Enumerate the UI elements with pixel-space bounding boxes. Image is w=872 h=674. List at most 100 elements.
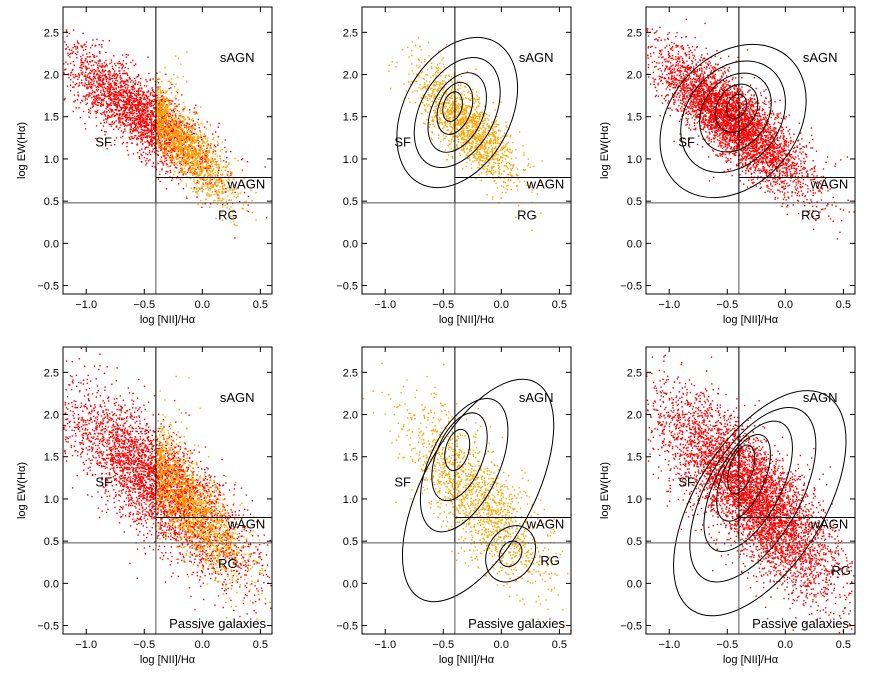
scatter-point xyxy=(431,100,434,102)
scatter-point xyxy=(186,197,188,199)
scatter-point xyxy=(104,87,107,90)
scatter-point xyxy=(173,145,176,148)
scatter-point xyxy=(118,110,120,112)
scatter-point xyxy=(492,143,494,145)
scatter-point xyxy=(423,81,426,84)
scatter-point xyxy=(411,54,413,56)
scatter-point xyxy=(143,134,145,136)
scatter-point xyxy=(77,95,80,97)
scatter-point xyxy=(122,91,124,93)
scatter-point xyxy=(438,96,441,98)
scatter-point xyxy=(118,94,120,96)
scatter-point xyxy=(121,100,124,103)
scatter-point xyxy=(467,142,470,144)
scatter-point xyxy=(80,55,82,58)
scatter-point xyxy=(143,98,145,101)
scatter-point xyxy=(167,171,169,173)
scatter-point xyxy=(515,173,518,175)
scatter-point xyxy=(135,122,138,125)
scatter-point xyxy=(476,158,478,160)
scatter-point xyxy=(95,125,98,127)
scatter-point xyxy=(166,149,169,152)
scatter-point xyxy=(163,152,165,154)
scatter-point xyxy=(490,138,492,140)
scatter-point xyxy=(94,45,96,47)
scatter-point xyxy=(186,127,188,129)
scatter-point xyxy=(114,139,116,141)
scatter-point xyxy=(73,64,75,67)
scatter-point xyxy=(204,135,207,137)
scatter-point xyxy=(478,129,481,132)
scatter-point xyxy=(447,129,449,131)
scatter-point xyxy=(198,141,201,143)
scatter-point xyxy=(203,148,206,150)
scatter-point xyxy=(445,92,447,94)
scatter-point xyxy=(99,80,102,82)
scatter-point xyxy=(160,100,163,102)
scatter-point xyxy=(187,150,189,152)
scatter-point xyxy=(217,167,219,169)
scatter-point xyxy=(490,145,492,147)
scatter-point xyxy=(207,183,209,185)
scatter-point xyxy=(412,73,415,75)
scatter-point xyxy=(187,133,189,135)
scatter-point xyxy=(139,119,142,121)
scatter-point xyxy=(506,148,508,150)
scatter-point xyxy=(190,156,193,159)
scatter-point xyxy=(502,135,504,137)
scatter-point xyxy=(171,110,173,112)
scatter-point xyxy=(90,65,93,67)
scatter-point xyxy=(122,112,124,115)
scatter-point xyxy=(172,156,174,159)
scatter-point xyxy=(167,113,170,116)
scatter-point xyxy=(175,120,177,122)
scatter-point xyxy=(120,64,122,66)
scatter-point xyxy=(183,131,185,133)
scatter-point xyxy=(217,182,219,184)
scatter-point xyxy=(502,170,505,173)
scatter-point xyxy=(214,175,217,177)
scatter-point xyxy=(145,109,147,112)
scatter-point xyxy=(123,81,125,83)
scatter-point xyxy=(118,113,121,115)
scatter-point xyxy=(473,122,476,124)
scatter-point xyxy=(66,35,68,37)
scatter-point xyxy=(212,185,215,187)
scatter-point xyxy=(195,153,197,155)
scatter-point xyxy=(235,188,238,190)
scatter-point xyxy=(73,94,76,96)
scatter-point xyxy=(181,168,183,170)
scatter-point xyxy=(81,82,83,84)
scatter-point xyxy=(172,134,174,136)
scatter-point xyxy=(96,111,98,113)
scatter-point xyxy=(180,171,182,173)
scatter-point xyxy=(95,86,97,88)
scatter-point xyxy=(104,74,106,77)
scatter-point xyxy=(491,121,493,123)
scatter-point xyxy=(89,94,91,97)
scatter-point xyxy=(421,72,423,74)
scatter-point xyxy=(188,162,190,164)
scatter-point xyxy=(114,115,117,117)
scatter-point xyxy=(505,162,508,165)
scatter-point xyxy=(100,85,102,87)
scatter-point xyxy=(110,111,113,113)
scatter-point xyxy=(164,146,166,148)
scatter-point xyxy=(170,92,173,94)
scatter-point xyxy=(478,136,480,139)
scatter-point xyxy=(176,118,179,121)
scatter-point xyxy=(493,159,496,161)
scatter-point xyxy=(175,146,178,148)
scatter-point xyxy=(165,124,167,126)
scatter-point xyxy=(200,131,202,134)
scatter-point xyxy=(175,158,178,160)
scatter-point xyxy=(108,81,110,83)
scatter-point xyxy=(98,82,101,85)
scatter-point xyxy=(174,144,176,146)
scatter-point xyxy=(426,97,429,99)
scatter-point xyxy=(177,132,179,134)
scatter-point xyxy=(95,70,97,72)
scatter-point xyxy=(411,41,413,43)
scatter-point xyxy=(111,99,113,102)
scatter-point xyxy=(452,157,454,159)
